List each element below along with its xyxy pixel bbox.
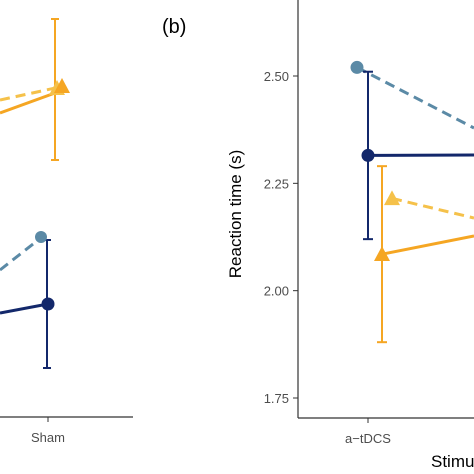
panel-b-point-marker: [361, 148, 375, 162]
panel-b-series-line: [356, 66, 474, 130]
panel-a-lower-dashed-marker: [35, 231, 47, 243]
panel-a-lower-solid-marker: [41, 297, 55, 311]
panel-b-y-tick-label: 2.00: [264, 284, 289, 299]
panel-a-upper-dashed-line: [0, 85, 61, 102]
panel-a-upper-triangle-marker-2: [54, 78, 70, 93]
panel-b-y-ticks: 1.75 2.00 2.25 2.50: [264, 69, 298, 406]
panel-b-y-tick-label: 2.25: [264, 176, 289, 191]
panel-a: Sham: [0, 18, 133, 445]
panel-b: (b) 1.75 2.00 2.25 2.50 Reaction time (s) a…: [162, 0, 474, 471]
panel-b-series-line: [381, 234, 474, 256]
panel-a-upper-solid-line: [0, 91, 56, 115]
panel-a-lower-solid-line: [0, 302, 49, 315]
panel-b-x-tick-label: a−tDCS: [345, 431, 391, 446]
panel-a-x-tick-label: Sham: [31, 430, 65, 445]
panel-b-point-marker: [350, 60, 364, 74]
panel-a-lower-dashed-line: [0, 235, 43, 272]
panel-b-label: (b): [162, 16, 186, 38]
panel-b-y-tick-label: 1.75: [264, 391, 289, 406]
panel-b-series-line: [391, 196, 474, 220]
panel-b-y-tick-label: 2.50: [264, 69, 289, 84]
panel-b-point-marker: [384, 190, 400, 206]
panel-b-point-marker: [374, 246, 390, 261]
panel-b-x-axis-title: Stimu: [431, 452, 474, 471]
panel-b-series: [350, 60, 474, 344]
panel-b-y-axis-title: Reaction time (s): [226, 150, 245, 278]
